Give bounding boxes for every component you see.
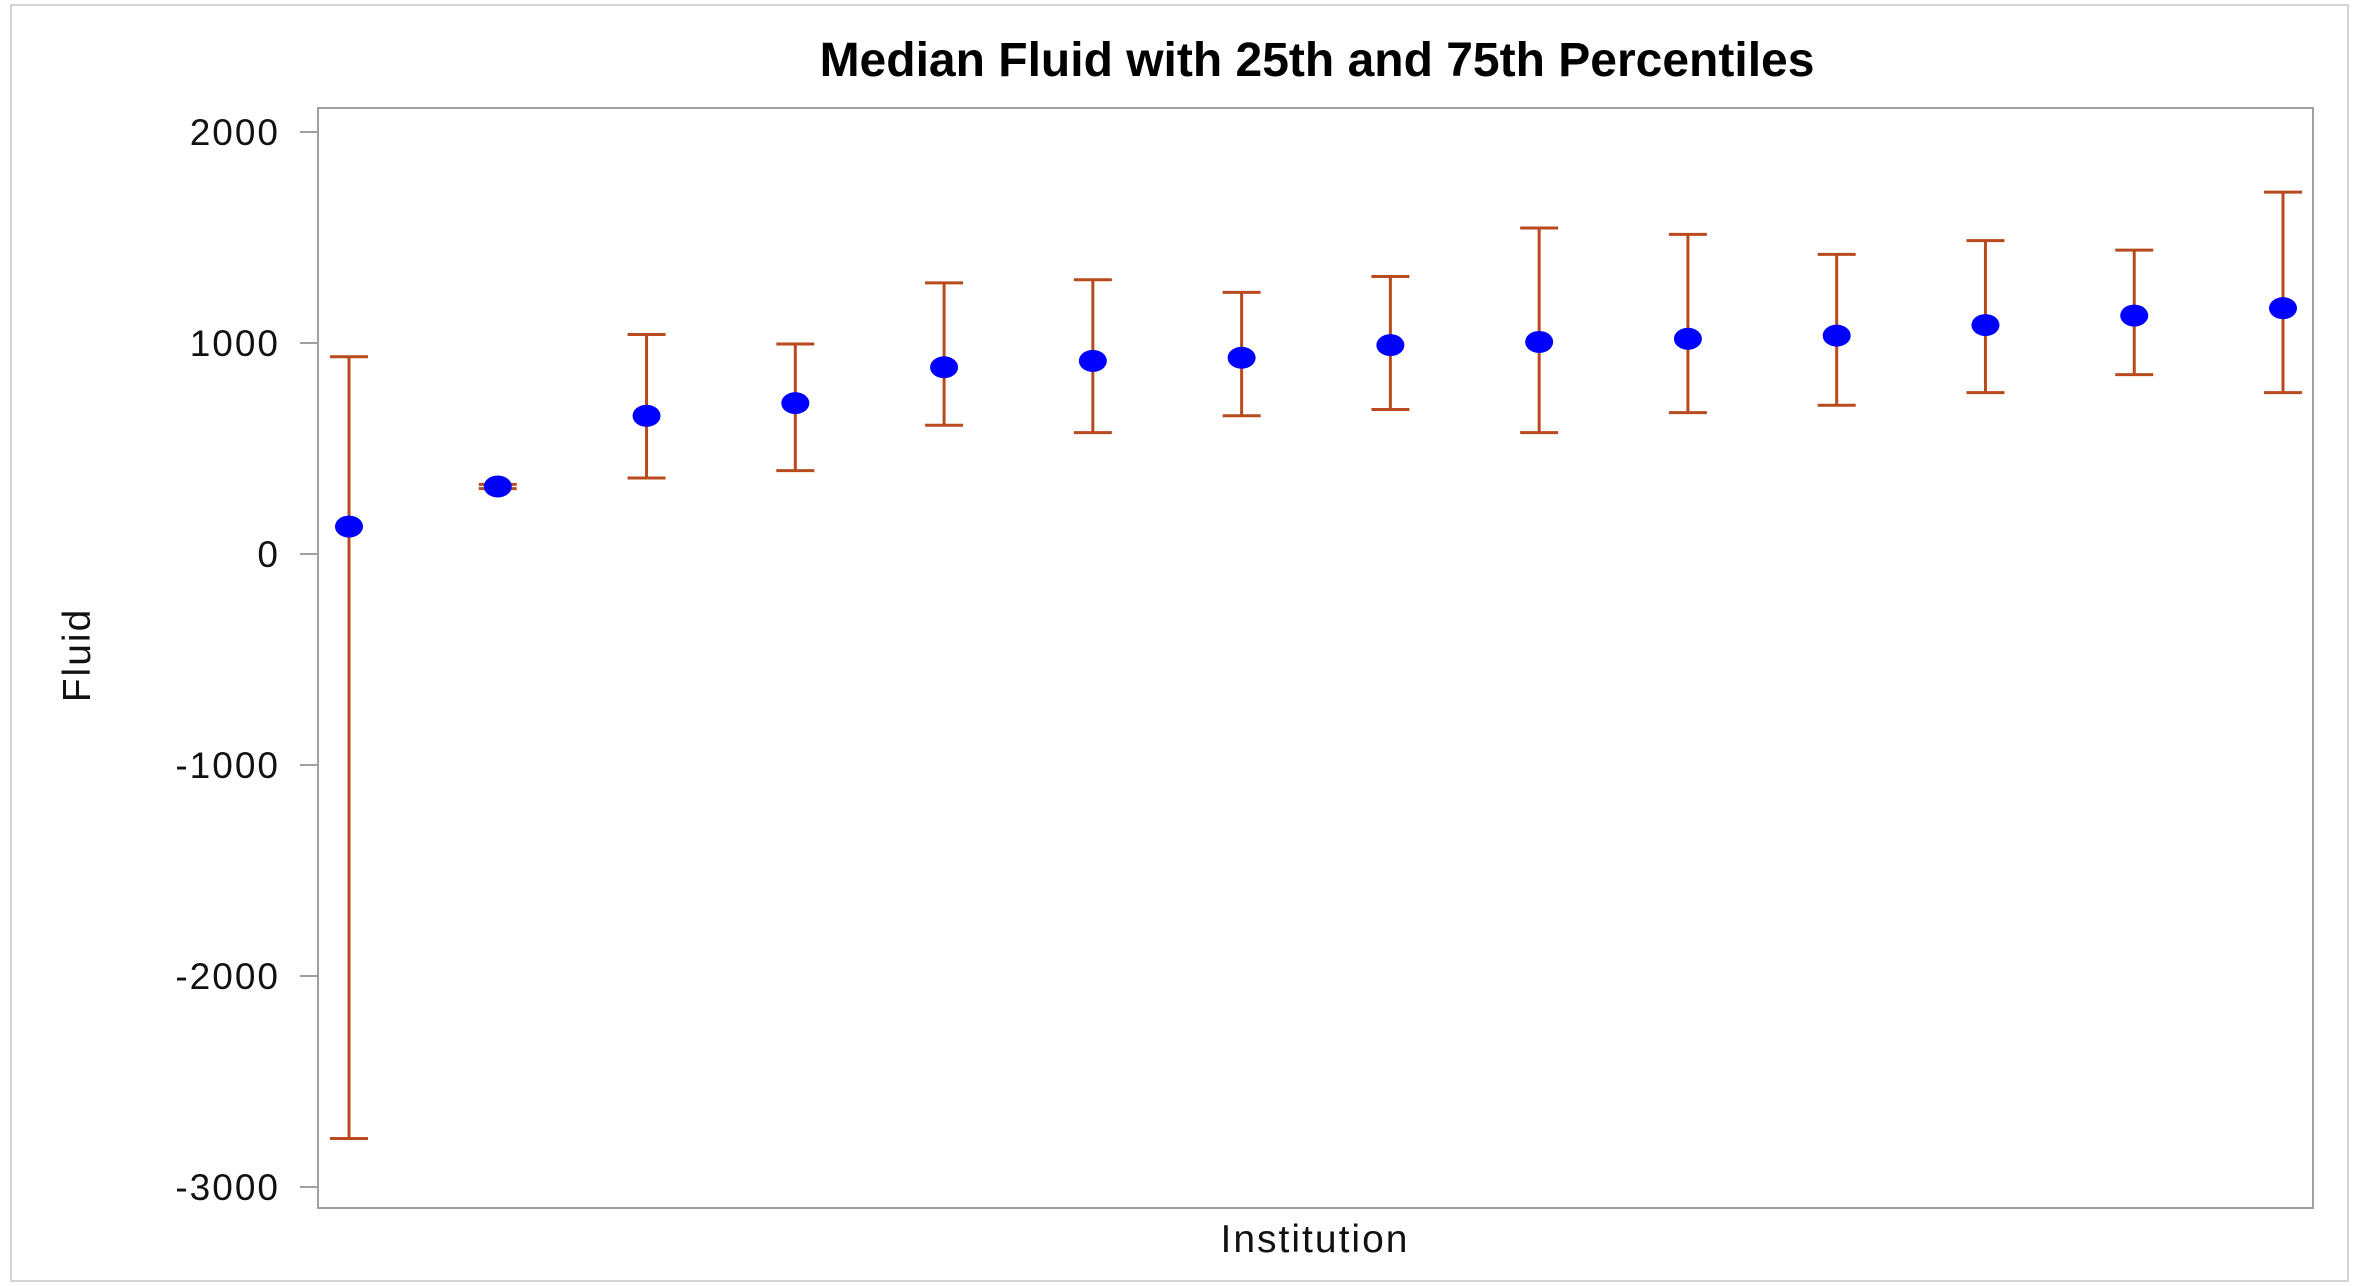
y-tick-label: -3000: [175, 1167, 280, 1208]
median-point: [335, 515, 363, 538]
median-point: [2120, 304, 2149, 327]
y-tick-label: -2000: [175, 956, 280, 997]
median-point: [930, 356, 959, 379]
median-point: [1525, 330, 1554, 353]
chart-title: Median Fluid with 25th and 75th Percenti…: [820, 34, 1815, 87]
median-point: [1227, 346, 1256, 369]
median-point: [1078, 349, 1107, 372]
median-point: [1376, 334, 1405, 357]
x-axis-label: Institution: [1221, 1218, 1410, 1261]
median-points: [335, 297, 2297, 538]
y-tick-label: 0: [257, 534, 280, 575]
plot-area: [317, 107, 2314, 1209]
y-tick-label: -1000: [175, 745, 280, 786]
y-axis: 2000 1000 0 -1000 -2000 -3000: [175, 112, 318, 1208]
median-point: [632, 404, 661, 427]
median-point: [781, 392, 810, 415]
median-point: [1673, 327, 1702, 350]
y-tick-label: 2000: [190, 112, 280, 153]
median-point: [1822, 324, 1851, 347]
median-point: [483, 475, 512, 498]
median-point: [2269, 297, 2297, 320]
y-tick-label: 1000: [190, 323, 280, 364]
y-axis-label: Fluid: [56, 608, 99, 703]
median-point: [1971, 314, 2000, 337]
